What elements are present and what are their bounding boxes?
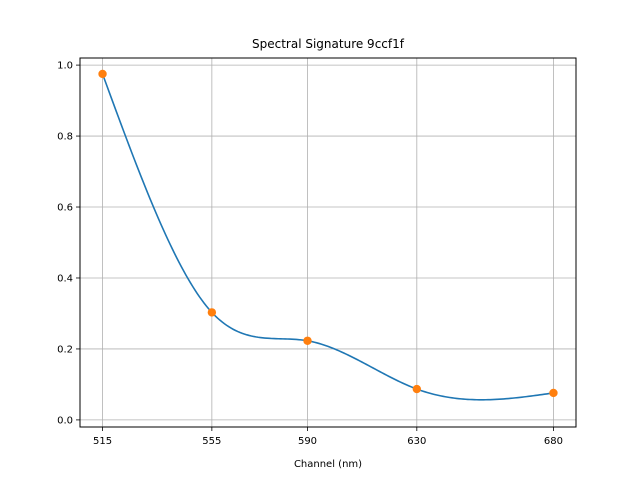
x-tick-label: 515 — [93, 436, 112, 447]
plot-frame — [79, 57, 577, 428]
chart-title: Spectral Signature 9ccf1f — [252, 37, 405, 51]
x-tick-label: 630 — [407, 436, 426, 447]
x-tick-label: 555 — [202, 436, 221, 447]
grid — [80, 58, 576, 427]
data-point — [303, 336, 312, 345]
x-axis-ticks: 515 555 590 630 680 — [93, 427, 563, 447]
x-tick-label: 680 — [544, 436, 563, 447]
y-tick-label: 0.8 — [57, 132, 73, 143]
data-point — [412, 384, 422, 394]
series-line — [101, 73, 554, 401]
data-point — [98, 69, 107, 79]
y-tick-label: 0.6 — [57, 203, 73, 214]
y-tick-label: 0.4 — [57, 273, 73, 284]
marker-layer — [98, 69, 558, 398]
curve-layer — [101, 73, 554, 401]
x-tick-label: 590 — [298, 436, 317, 447]
y-tick-label: 0.0 — [57, 415, 73, 426]
data-point — [549, 388, 558, 398]
y-tick-label: 1.0 — [57, 61, 73, 72]
y-axis-ticks: 0.0 0.2 0.4 0.6 0.8 1.0 — [57, 61, 80, 426]
y-tick-label: 0.2 — [57, 344, 73, 355]
data-point — [207, 308, 217, 317]
x-axis-label: Channel (nm) — [294, 459, 362, 470]
